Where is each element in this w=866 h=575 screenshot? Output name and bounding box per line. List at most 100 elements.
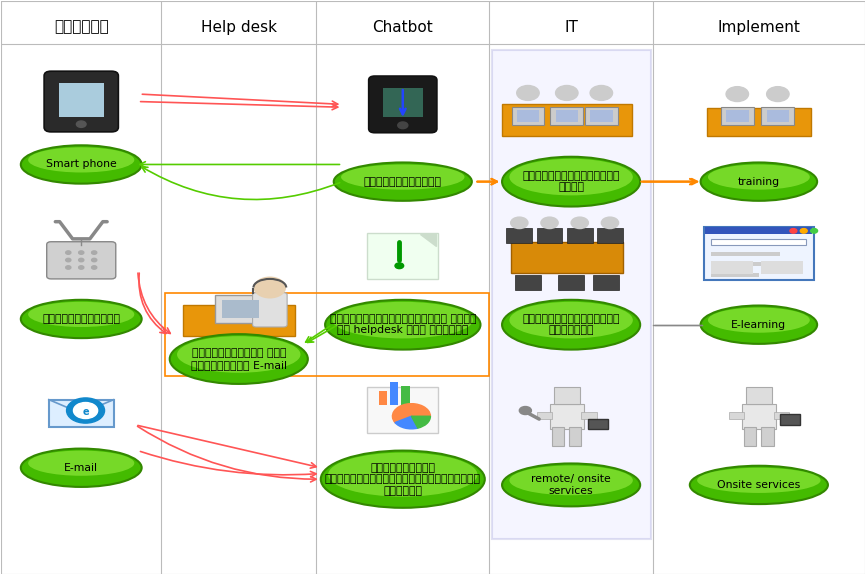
Circle shape [66,258,71,262]
Circle shape [517,86,540,101]
Circle shape [556,86,578,101]
Circle shape [76,121,86,128]
Ellipse shape [708,164,810,190]
FancyBboxPatch shape [378,390,387,405]
FancyBboxPatch shape [741,404,776,429]
Circle shape [66,266,71,269]
FancyBboxPatch shape [569,427,581,446]
FancyBboxPatch shape [507,228,533,243]
FancyBboxPatch shape [744,427,756,446]
FancyBboxPatch shape [773,412,789,419]
Text: ระบบตอบปัญหา: ระบบตอบปัญหา [364,177,442,187]
Circle shape [255,277,286,298]
FancyBboxPatch shape [553,427,565,446]
Ellipse shape [509,465,633,495]
Ellipse shape [320,451,485,508]
FancyBboxPatch shape [390,382,398,405]
Circle shape [790,228,797,233]
Ellipse shape [21,145,142,183]
FancyBboxPatch shape [581,412,597,419]
Text: remote/ onsite
services: remote/ onsite services [531,474,611,496]
Polygon shape [420,234,436,246]
Circle shape [92,266,97,269]
FancyBboxPatch shape [761,260,803,274]
FancyBboxPatch shape [721,107,753,125]
Wedge shape [392,404,430,423]
Ellipse shape [21,300,142,338]
Text: ลูกค้า: ลูกค้า [54,20,108,34]
FancyBboxPatch shape [726,110,748,121]
Text: ประชุมเพื่อหาแน
วทางแก้: ประชุมเพื่อหาแน วทางแก้ [522,314,620,335]
Ellipse shape [177,336,301,373]
FancyBboxPatch shape [383,88,423,117]
FancyBboxPatch shape [502,105,631,136]
Circle shape [79,258,84,262]
Circle shape [766,87,789,102]
FancyBboxPatch shape [537,412,553,419]
FancyBboxPatch shape [711,239,806,244]
Wedge shape [395,416,418,429]
FancyBboxPatch shape [47,242,116,279]
FancyBboxPatch shape [401,386,410,405]
FancyBboxPatch shape [515,275,541,290]
Text: training: training [738,177,780,187]
FancyBboxPatch shape [703,228,814,280]
Circle shape [800,228,807,233]
FancyBboxPatch shape [550,404,584,429]
FancyBboxPatch shape [590,110,612,121]
Text: Chatbot: Chatbot [372,20,433,34]
Ellipse shape [509,159,633,196]
Ellipse shape [502,157,640,206]
Text: รับโทรศัพท์ และ
จัดการกับ E-mail: รับโทรศัพท์ และ จัดการกับ E-mail [191,348,287,370]
FancyBboxPatch shape [746,387,772,404]
FancyBboxPatch shape [711,262,780,266]
Ellipse shape [701,305,818,344]
FancyBboxPatch shape [44,71,119,132]
Circle shape [541,217,559,228]
FancyBboxPatch shape [761,107,794,125]
Ellipse shape [29,147,134,172]
Circle shape [74,402,98,419]
Ellipse shape [328,453,477,497]
FancyBboxPatch shape [766,110,789,121]
FancyBboxPatch shape [761,427,773,446]
Text: รับเคสแล้วดำเนิ
นการ: รับเคสแล้วดำเนิ นการ [522,171,620,193]
Text: E-learning: E-learning [731,320,786,329]
FancyBboxPatch shape [587,419,608,430]
FancyBboxPatch shape [511,242,623,273]
Circle shape [511,217,528,228]
Ellipse shape [29,302,134,327]
FancyBboxPatch shape [585,107,617,125]
FancyBboxPatch shape [705,228,812,234]
FancyBboxPatch shape [369,76,436,133]
Ellipse shape [697,467,821,493]
Ellipse shape [701,163,818,201]
Circle shape [79,266,84,269]
FancyBboxPatch shape [492,50,651,539]
FancyBboxPatch shape [48,400,113,427]
FancyBboxPatch shape [59,83,104,117]
FancyBboxPatch shape [728,412,744,419]
FancyBboxPatch shape [711,273,759,277]
Circle shape [397,122,408,129]
FancyBboxPatch shape [183,305,295,336]
Circle shape [590,86,612,101]
Circle shape [520,407,532,415]
Circle shape [601,217,618,228]
Ellipse shape [708,308,810,333]
FancyBboxPatch shape [592,275,618,290]
FancyBboxPatch shape [597,228,623,243]
Text: Smart phone: Smart phone [46,159,117,170]
Text: โทรแจ้งปัญหา: โทรแจ้งปัญหา [42,314,120,324]
Circle shape [811,228,818,233]
FancyBboxPatch shape [223,300,259,318]
Text: Onsite services: Onsite services [717,480,800,490]
FancyBboxPatch shape [556,110,578,121]
FancyBboxPatch shape [711,260,753,274]
FancyBboxPatch shape [779,414,800,426]
Ellipse shape [502,463,640,507]
Ellipse shape [502,300,640,350]
Ellipse shape [333,163,472,201]
Ellipse shape [341,164,464,190]
FancyBboxPatch shape [707,109,811,136]
